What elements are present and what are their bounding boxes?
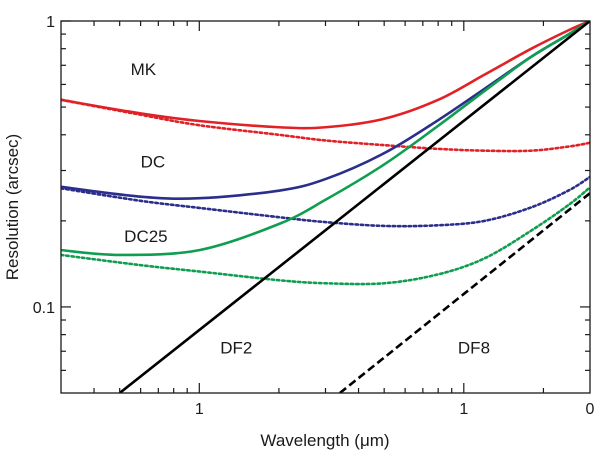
series-line-dc25 [61,21,590,257]
series-line-dc [61,21,590,200]
y-tick-label: 1 [46,14,55,31]
tick-layer: 1 1 0 0.1 1 [33,14,595,418]
x-tick-label: 0 [586,401,595,418]
series-label-df2: DF2 [220,339,252,358]
series-label-df8: DF8 [458,339,490,358]
series-label-dc25: DC25 [124,227,167,246]
x-tick-label: 1 [459,401,468,418]
series-line-series-5-dotted [61,186,590,286]
x-axis-title: Wavelength (μm) [260,431,389,450]
series-line-mk [61,21,590,130]
series-label-dc: DC [141,152,166,171]
series-layer [61,21,590,393]
series-line-series-1-dotted [61,98,590,153]
series-line-df2 [118,21,590,393]
series-label-mk: MK [131,60,157,79]
x-tick-label: 1 [195,401,204,418]
y-axis-title: Resolution (arcsec) [3,134,22,280]
series-label-layer: MK DC DC25 DF2 DF8 [124,60,490,358]
y-tick-label: 0.1 [33,300,55,317]
series-line-df8-dashed [339,192,590,393]
series-line-series-3-dotted [61,175,590,228]
